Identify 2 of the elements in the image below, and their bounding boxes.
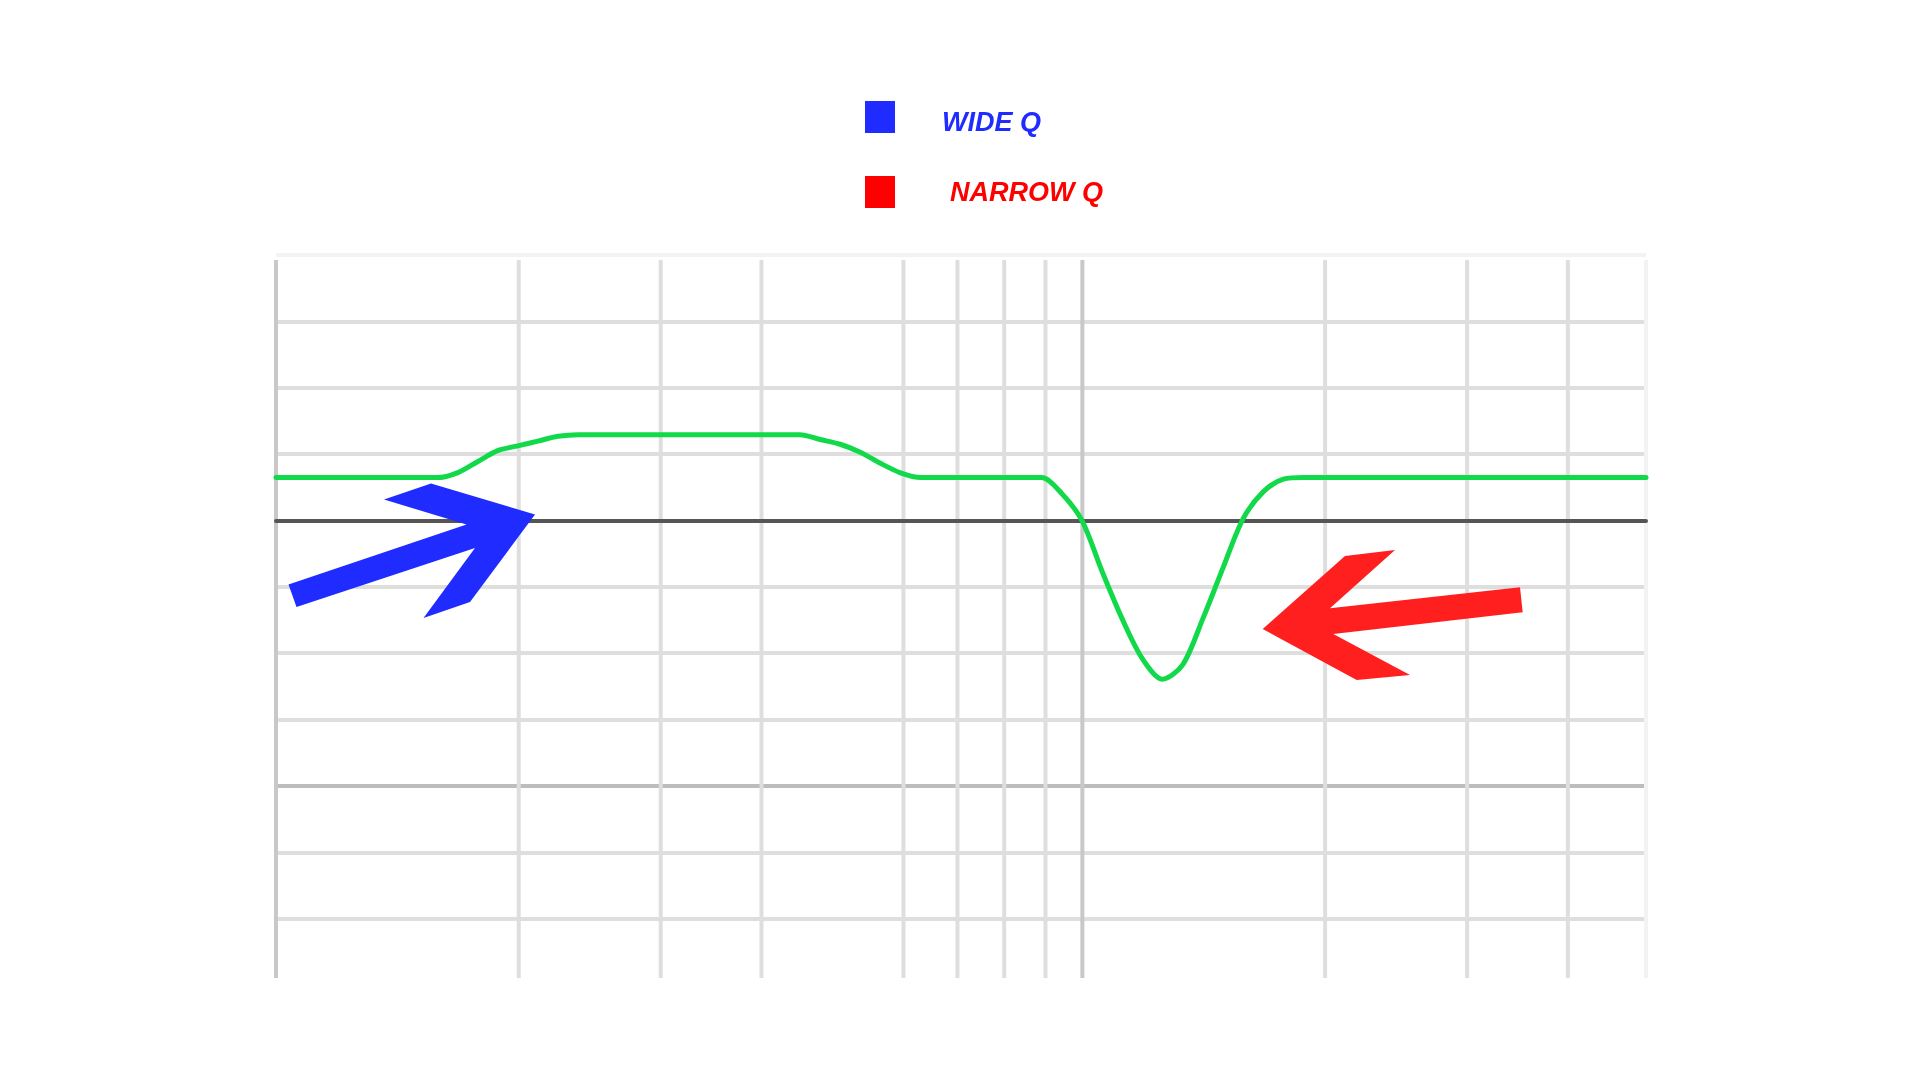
text: NARROW Q <box>950 177 1103 207</box>
text: WIDE Q <box>942 107 1041 137</box>
